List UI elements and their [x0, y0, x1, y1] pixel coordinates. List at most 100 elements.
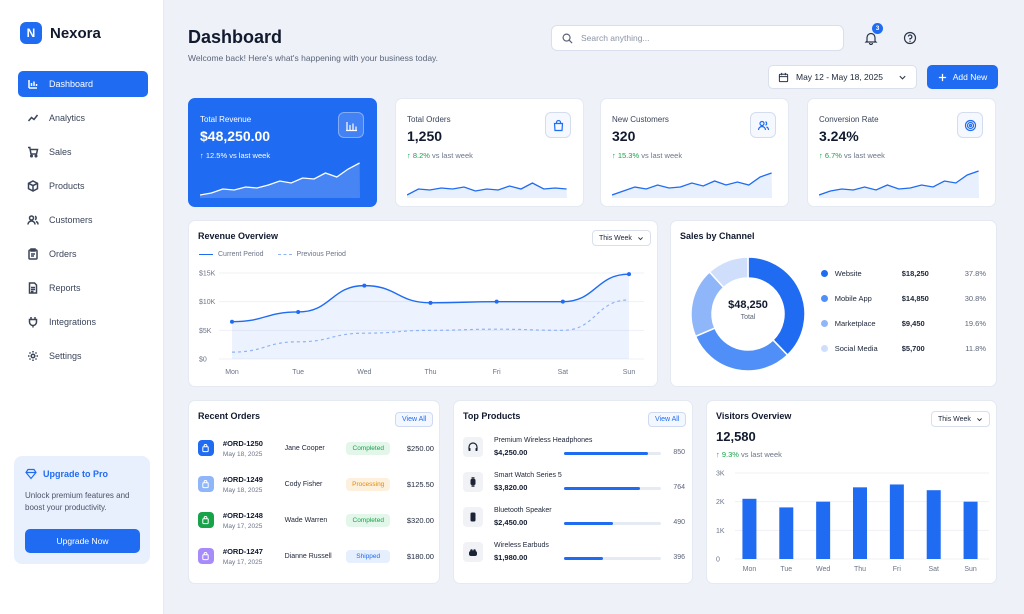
report-icon: [28, 282, 38, 294]
search-input[interactable]: Search anything...: [551, 25, 844, 51]
visitors-bar[interactable]: [889, 484, 904, 559]
visitors-change-value: ↑ 9.3%: [716, 450, 739, 459]
sidebar-item-reports[interactable]: Reports: [18, 275, 148, 301]
sidebar-item-settings[interactable]: Settings: [18, 343, 148, 369]
visitors-bar[interactable]: [816, 501, 831, 559]
package-icon: [202, 443, 210, 452]
add-new-button[interactable]: Add New: [927, 65, 998, 89]
order-amount: $125.50: [406, 479, 434, 489]
kpi-card-conversion-rate: Conversion Rate 3.24% ↑ 6.7% vs last week: [807, 98, 996, 207]
order-row[interactable]: #ORD-1249 May 18, 2025 Cody Fisher Processi…: [198, 469, 434, 499]
product-progress: [564, 452, 661, 455]
order-icon: [198, 440, 214, 456]
order-row[interactable]: #ORD-1247 May 17, 2025 Dianne Russell Shipp…: [198, 541, 434, 571]
sparkline-area: [612, 173, 772, 198]
order-icon: [198, 476, 214, 492]
current-period-point: [627, 272, 631, 277]
kpi-icon-box[interactable]: [750, 112, 776, 138]
x-tick-label: Mon: [225, 369, 239, 376]
order-date: May 18, 2025: [222, 486, 263, 494]
kpi-change-suffix: vs last week: [844, 151, 885, 160]
revenue-filter-value: This Week: [599, 234, 632, 242]
visitors-bar[interactable]: [742, 498, 757, 559]
notifications-button[interactable]: 3: [860, 23, 883, 49]
help-button[interactable]: [899, 27, 921, 49]
product-price: $3,820.00: [494, 483, 528, 492]
channel-dot: [821, 269, 828, 277]
sidebar-item-orders[interactable]: Orders: [18, 241, 148, 267]
order-row[interactable]: #ORD-1250 May 18, 2025 Jane Cooper Complete…: [198, 433, 434, 463]
revenue-overview-title: Revenue Overview: [198, 231, 279, 241]
order-customer: Jane Cooper: [284, 444, 325, 452]
sidebar-item-integrations[interactable]: Integrations: [18, 309, 148, 335]
kpi-icon-box[interactable]: [957, 112, 983, 138]
clipboard-icon: [28, 248, 38, 260]
recent-orders-card: Recent Orders View All #ORD-1250 May 18, …: [188, 400, 440, 584]
y-tick-label: 3K: [716, 471, 725, 478]
product-thumbnail: [463, 437, 483, 457]
order-icon: [198, 512, 214, 528]
x-tick-label: Mon: [743, 566, 757, 573]
upgrade-text: Unlock premium features and boost your p…: [25, 491, 130, 512]
product-row[interactable]: Premium Wireless Headphones $4,250.00 850: [463, 433, 685, 461]
users-icon: [757, 120, 769, 130]
bag-icon: [553, 119, 563, 131]
product-info: Bluetooth Speaker $2,450.00: [494, 507, 659, 527]
sales-by-channel-card: Sales by Channel $48,250 Total Website $1…: [670, 220, 997, 387]
current-period-point: [362, 283, 367, 288]
donut-slice-social-media[interactable]: [708, 256, 749, 289]
visitors-bar[interactable]: [779, 507, 794, 559]
sales-donut-chart: [690, 256, 806, 372]
product-count: 850: [673, 449, 685, 456]
analytics-icon: [27, 114, 39, 122]
current-period-point: [428, 300, 433, 305]
logo[interactable]: N Nexora: [20, 22, 101, 44]
kpi-change: ↑ 15.3% vs last week: [612, 151, 682, 160]
x-tick-label: Fri: [893, 566, 902, 573]
donut-slice-mobile-app[interactable]: [694, 327, 789, 372]
sidebar-item-label: Dashboard: [49, 79, 94, 89]
order-customer: Dianne Russell: [284, 552, 332, 560]
sidebar-item-products[interactable]: Products: [18, 173, 148, 199]
earbuds-icon: [469, 549, 477, 556]
kpi-change-pct: 6.7%: [824, 151, 842, 160]
sidebar-item-sales[interactable]: Sales: [18, 139, 148, 165]
visitors-bar-chart: 3K 2K 1K 0 Mon Tue Wed Thu Fri Sat Sun: [716, 471, 989, 573]
recent-orders-view-all[interactable]: View All: [395, 412, 434, 427]
top-products-view-all[interactable]: View All: [648, 412, 687, 427]
sidebar-item-analytics[interactable]: Analytics: [18, 105, 148, 131]
channel-pct: 19.6%: [964, 318, 986, 328]
product-progress-fill: [564, 522, 613, 525]
kpi-change-pct: 8.2%: [412, 151, 430, 160]
visitors-bar[interactable]: [853, 487, 867, 559]
product-row[interactable]: Wireless Earbuds $1,980.00 396: [463, 538, 685, 566]
kpi-icon-box[interactable]: [545, 112, 571, 138]
order-row[interactable]: #ORD-1248 May 17, 2025 Wade Warren Complete…: [198, 505, 434, 535]
upgrade-title: Upgrade to Pro: [43, 469, 109, 479]
revenue-filter-select[interactable]: This Week: [592, 230, 651, 246]
product-info: Smart Watch Series 5 $3,820.00: [494, 472, 659, 492]
product-thumbnail: [463, 472, 483, 492]
product-row[interactable]: Bluetooth Speaker $2,450.00 490: [463, 503, 685, 531]
kpi-value: 1,250: [407, 128, 443, 144]
visitors-change-pct: 9.3%: [721, 450, 739, 459]
sidebar-item-dashboard[interactable]: Dashboard: [18, 71, 148, 97]
visitors-filter-select[interactable]: This Week: [931, 411, 990, 427]
upgrade-now-button[interactable]: Upgrade Now: [25, 529, 140, 553]
previous-period-line: [231, 299, 630, 353]
visitors-bar[interactable]: [963, 501, 978, 559]
visitors-bar[interactable]: [926, 490, 941, 559]
kpi-icon-box[interactable]: [338, 112, 364, 138]
sparkline-line: [407, 182, 567, 196]
upgrade-card: Upgrade to Pro Unlock premium features a…: [14, 456, 150, 564]
visitors-change: ↑ 9.3% vs last week: [716, 450, 782, 459]
date-range-picker[interactable]: May 12 - May 18, 2025: [768, 65, 917, 89]
product-progress: [564, 522, 661, 525]
product-row[interactable]: Smart Watch Series 5 $3,820.00 764: [463, 468, 685, 496]
top-products-title: Top Products: [463, 411, 521, 421]
channel-amount: $14,850: [901, 293, 929, 303]
calendar-icon: [778, 72, 789, 82]
order-icon: [198, 548, 214, 564]
sidebar-item-customers[interactable]: Customers: [18, 207, 148, 233]
product-name: Wireless Earbuds: [494, 542, 549, 549]
